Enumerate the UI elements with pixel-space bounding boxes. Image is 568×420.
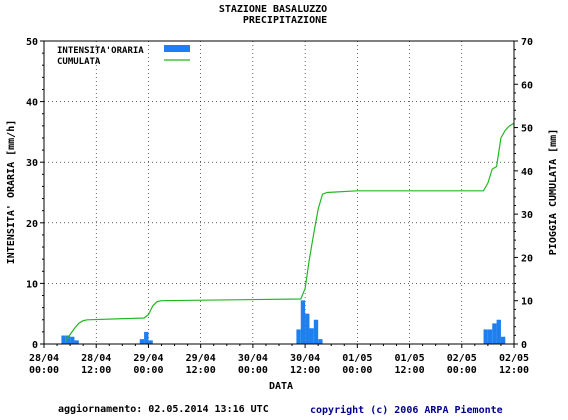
intensity-bar: [305, 313, 310, 344]
y-axis-left-label: INTENSITA' ORARIA [mm/h]: [6, 120, 17, 265]
grid-lines: [44, 41, 515, 344]
x-tick-label-date: 29/04: [133, 353, 163, 364]
plot-frame: [43, 40, 515, 345]
intensity-bar: [61, 335, 66, 344]
intensity-bar: [318, 339, 323, 344]
x-tick-label-time: 12:00: [499, 365, 529, 376]
x-tick-label-time: 00:00: [238, 365, 268, 376]
chart-title: STAZIONE BASALUZZO: [219, 4, 327, 15]
x-tick-label-time: 12:00: [186, 365, 216, 376]
y-left-tick-label: 10: [26, 279, 38, 290]
x-tick-label-time: 00:00: [29, 365, 59, 376]
x-tick-label-date: 01/05: [342, 353, 372, 364]
axis-ticks: 28/0400:0028/0412:0029/0400:0029/0412:00…: [26, 37, 533, 376]
chart-subtitle: PRECIPITAZIONE: [243, 15, 327, 26]
x-tick-label-time: 00:00: [133, 365, 163, 376]
legend-label-intensity: INTENSITA'ORARIA: [57, 46, 144, 56]
y-right-tick-label: 10: [521, 297, 533, 308]
y-left-tick-label: 40: [26, 98, 38, 109]
intensity-bar: [500, 336, 506, 344]
y-right-tick-label: 50: [521, 124, 533, 135]
y-right-tick-label: 20: [521, 253, 533, 264]
x-tick-label-time: 00:00: [447, 365, 477, 376]
y-right-tick-label: 60: [521, 80, 533, 91]
x-tick-label-time: 12:00: [290, 365, 320, 376]
intensity-bar: [70, 336, 75, 344]
copyright-text: copyright (c) 2006 ARPA Piemonte: [310, 405, 503, 416]
x-tick-label-date: 30/04: [238, 353, 268, 364]
update-timestamp: aggiornamento: 02.05.2014 13:16 UTC: [58, 404, 269, 415]
y-right-tick-label: 0: [521, 340, 527, 351]
x-tick-label-time: 12:00: [81, 365, 111, 376]
intensity-bar: [148, 340, 153, 344]
x-tick-label-date: 28/04: [81, 353, 111, 364]
x-tick-label-time: 00:00: [342, 365, 372, 376]
intensity-bar: [496, 319, 501, 344]
y-left-tick-label: 50: [26, 37, 38, 48]
y-left-tick-label: 30: [26, 158, 38, 169]
y-right-tick-label: 30: [521, 210, 533, 221]
intensity-bar: [296, 329, 301, 344]
y-left-tick-label: 0: [32, 340, 38, 351]
y-left-tick-label: 20: [26, 219, 38, 230]
intensity-bar: [65, 335, 71, 344]
intensity-bar: [483, 329, 488, 344]
legend-swatch-intensity: [164, 45, 190, 52]
legend-label-cumulative: CUMULATA: [57, 57, 101, 67]
x-tick-label-date: 29/04: [186, 353, 216, 364]
x-tick-label-date: 02/05: [499, 353, 529, 364]
intensity-bar: [313, 319, 319, 344]
intensity-bar: [487, 329, 493, 344]
intensity-bar: [309, 328, 314, 344]
x-tick-label-date: 28/04: [29, 353, 59, 364]
x-tick-label-date: 30/04: [290, 353, 320, 364]
intensity-bar: [144, 331, 149, 344]
y-axis-right-label: PIOGGIA CUMULATA [mm]: [548, 129, 559, 255]
y-right-tick-label: 40: [521, 167, 533, 178]
intensity-bar: [74, 340, 79, 344]
x-tick-label-date: 01/05: [395, 353, 425, 364]
y-right-tick-label: 70: [521, 37, 533, 48]
cumulative-line-series: [65, 122, 515, 341]
x-axis-label: DATA: [269, 381, 293, 392]
legend: INTENSITA'ORARIA CUMULATA: [57, 45, 190, 67]
intensity-bar: [492, 323, 497, 344]
intensity-bar: [139, 339, 145, 344]
x-tick-label-time: 12:00: [395, 365, 425, 376]
intensity-bar: [300, 300, 306, 344]
x-tick-label-date: 02/05: [447, 353, 477, 364]
cumulative-line: [65, 122, 515, 341]
bar-series: [61, 300, 506, 344]
